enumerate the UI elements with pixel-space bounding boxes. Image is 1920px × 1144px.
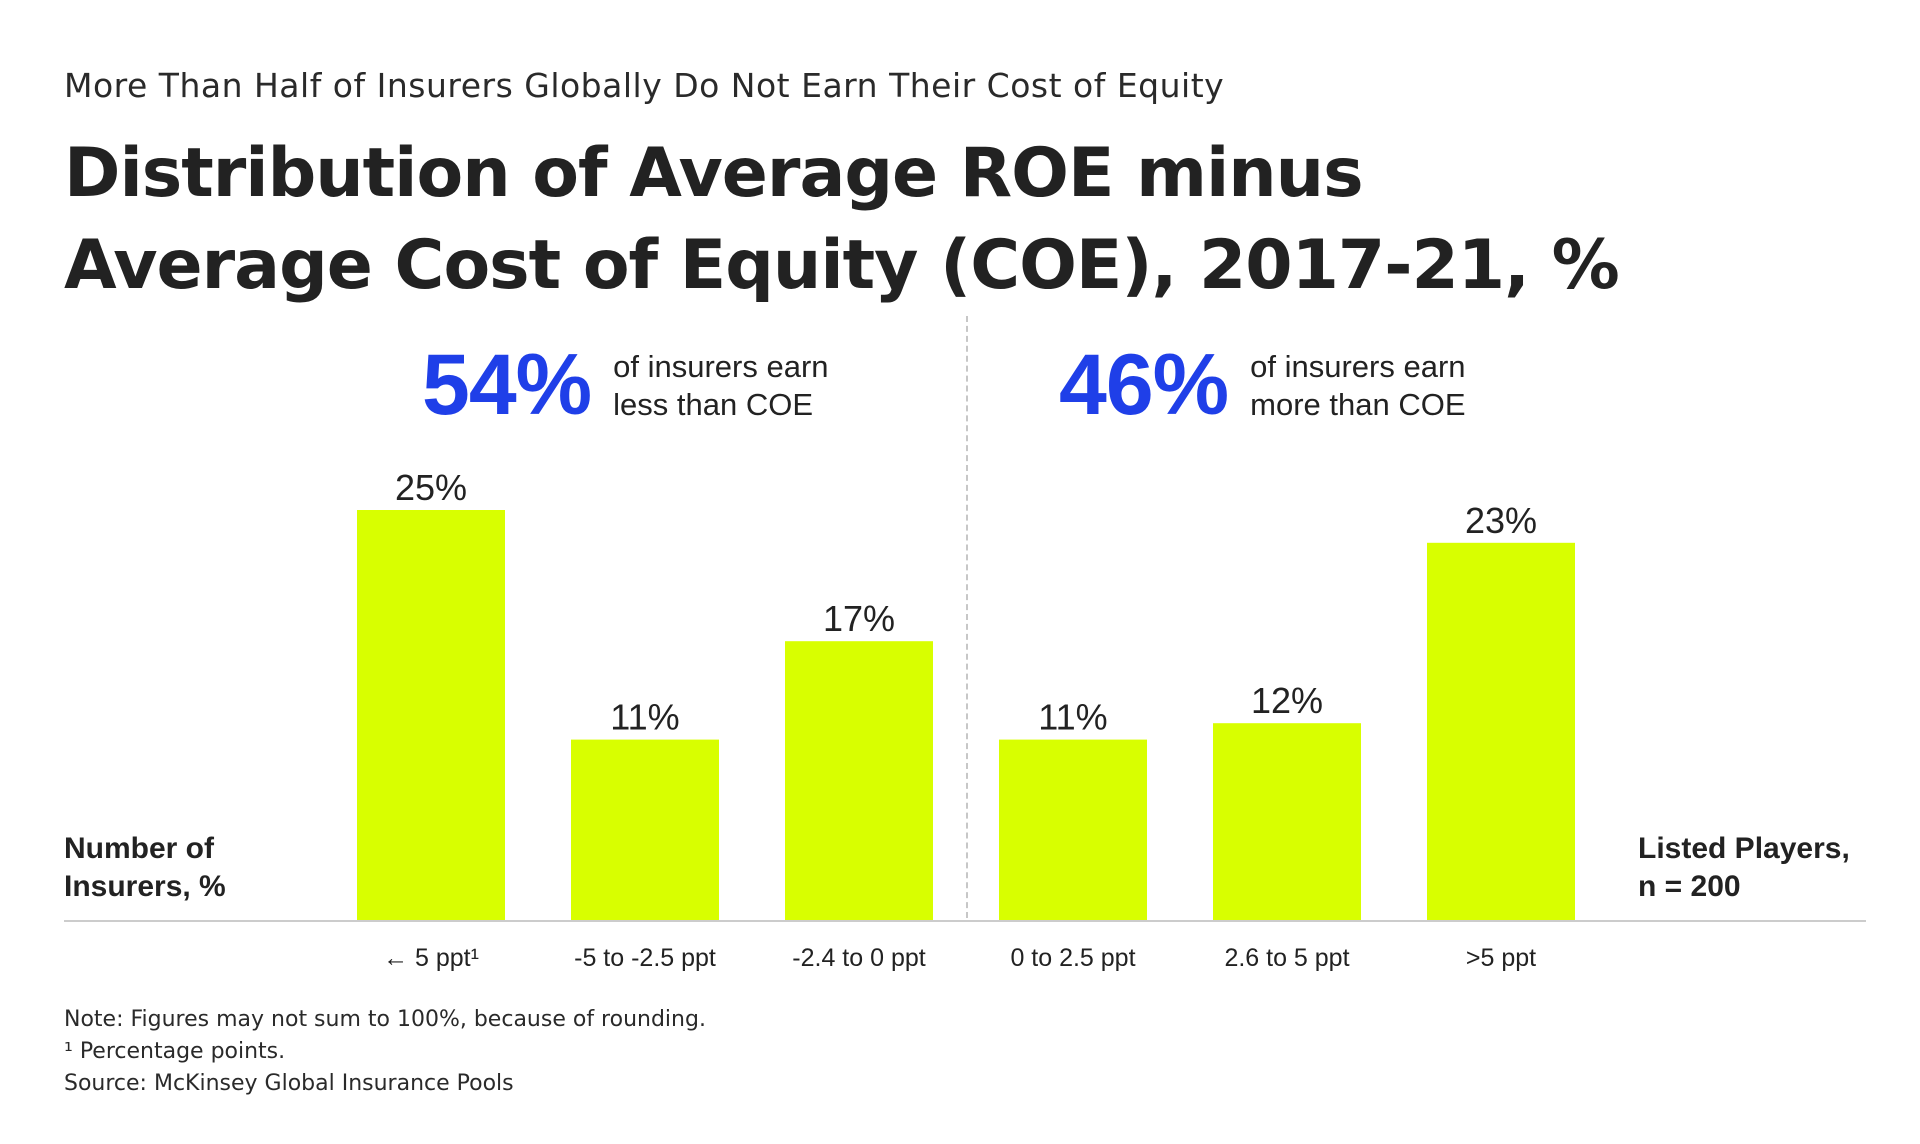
bar-2: [571, 739, 719, 920]
callout-above-coe-text-line-1: of insurers earn: [1250, 348, 1466, 384]
bar-6: [1427, 542, 1575, 920]
bar-5: [1213, 723, 1361, 920]
chart-title: Distribution of Average ROE minus Averag…: [64, 128, 1864, 312]
data-label-2: 11%: [610, 697, 679, 738]
x-tick-label-2: -5 to -2.5 ppt: [574, 944, 716, 972]
sample-size-label: Listed Players, n = 200: [1638, 830, 1850, 906]
callout-above-coe-text: of insurers earn more than COE: [1250, 348, 1465, 424]
chart-title-line-2: Average Cost of Equity (COE), 2017-21, %: [64, 226, 1620, 305]
chart-notes: Note: Figures may not sum to 100%, becau…: [64, 1004, 706, 1100]
x-tick-label-3: -2.4 to 0 ppt: [792, 944, 925, 972]
data-label-4: 11%: [1038, 697, 1107, 738]
chart-kicker: More Than Half of Insurers Globally Do N…: [64, 66, 1225, 105]
data-label-6: 23%: [1465, 500, 1537, 541]
footnote: ¹ Percentage points.: [64, 1039, 286, 1064]
x-tick-label-6: >5 ppt: [1466, 944, 1536, 972]
callout-below-coe-text-line-1: of insurers earn: [613, 348, 829, 384]
bar-3: [785, 641, 933, 920]
coe-divider: [966, 316, 968, 918]
callout-above-coe-text-line-2: more than COE: [1250, 386, 1466, 422]
y-axis-label: Number of Insurers, %: [64, 830, 226, 906]
source-note: Source: McKinsey Global Insurance Pools: [64, 1071, 514, 1096]
callout-below-coe-text: of insurers earn less than COE: [613, 348, 828, 424]
data-label-5: 12%: [1251, 680, 1323, 721]
y-axis-label-line-1: Number of: [64, 832, 214, 865]
data-label-3: 17%: [823, 598, 895, 639]
x-tick-label-4: 0 to 2.5 ppt: [1010, 944, 1135, 972]
data-label-1: 25%: [395, 467, 467, 508]
callout-above-coe: 46% of insurers earn more than COE: [1059, 336, 1466, 435]
callout-below-coe: 54% of insurers earn less than COE: [422, 336, 829, 435]
y-axis-label-line-2: Insurers, %: [64, 870, 226, 903]
rounding-note: Note: Figures may not sum to 100%, becau…: [64, 1007, 706, 1032]
chart-title-line-1: Distribution of Average ROE minus: [64, 134, 1364, 213]
sample-size-label-line-1: Listed Players,: [1638, 832, 1850, 865]
sample-size-label-line-2: n = 200: [1638, 870, 1741, 903]
x-tick-label-1: ← 5 ppt¹: [383, 944, 479, 972]
callout-above-coe-value: 46%: [1059, 337, 1229, 433]
bar-4: [999, 739, 1147, 920]
callout-below-coe-text-line-2: less than COE: [613, 386, 814, 422]
bar-1: [357, 510, 505, 920]
callout-below-coe-value: 54%: [422, 337, 592, 433]
x-tick-label-5: 2.6 to 5 ppt: [1224, 944, 1349, 972]
